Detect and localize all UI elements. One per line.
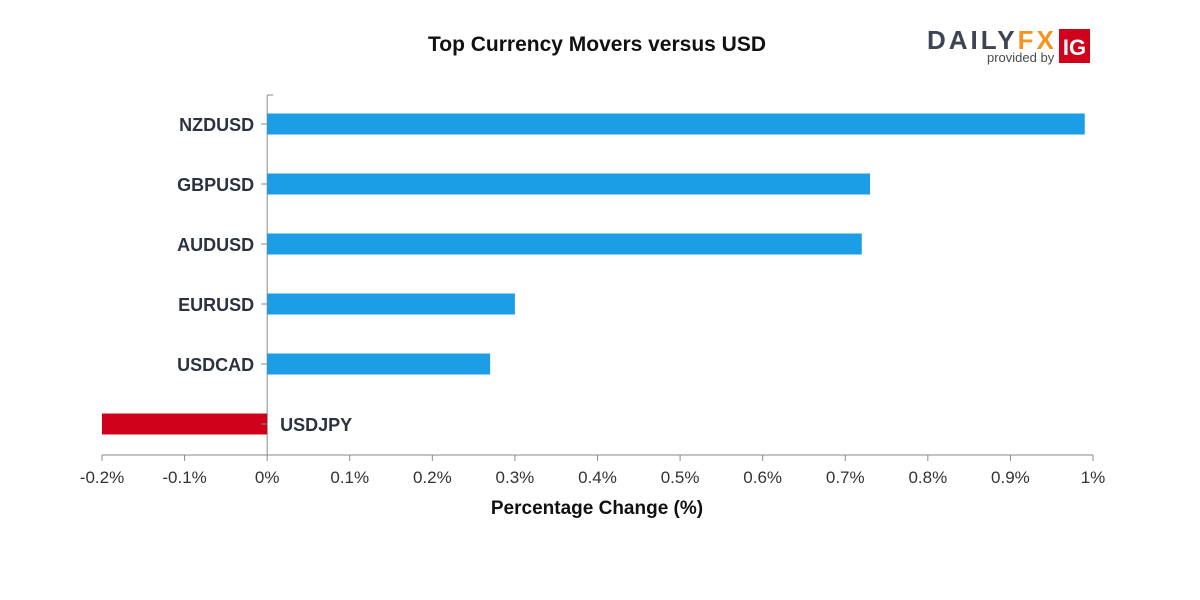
category-label: EURUSD [178, 295, 254, 315]
x-tick-label: -0.1% [162, 468, 206, 487]
x-tick-label: 0.5% [661, 468, 700, 487]
dailyfx-logo-daily: DAILY [927, 25, 1018, 55]
plot-area: -0.2% -0.1% 0% 0.1% 0.2% 0.3% 0.4% 0.5% 0.6% 0.7%… [80, 94, 1106, 487]
bar [267, 293, 515, 315]
bar [267, 233, 862, 255]
x-tick-label: 0.8% [908, 468, 947, 487]
category-label: USDJPY [280, 415, 352, 435]
bar [267, 113, 1085, 135]
x-tick-label: 0.6% [743, 468, 782, 487]
x-tick-label: -0.2% [80, 468, 124, 487]
logo-provided-by: provided by [987, 50, 1055, 65]
x-tick-label: 0.4% [578, 468, 617, 487]
x-tick-label: 0.9% [991, 468, 1030, 487]
category-label: AUDUSD [177, 235, 254, 255]
x-tick-label: 0.7% [826, 468, 865, 487]
bar [102, 413, 268, 435]
ig-logo-text: IG [1063, 35, 1086, 60]
x-tick-label: 0.1% [330, 468, 369, 487]
ig-logo-box [1059, 29, 1090, 63]
dailyfx-logo-fx: FX [1018, 25, 1057, 55]
dailyfx-logo-text: DAILYFX [927, 25, 1057, 55]
bar [267, 173, 871, 195]
bar [267, 353, 491, 375]
x-tick-label: 0.3% [496, 468, 535, 487]
x-tick-label: 1% [1081, 468, 1106, 487]
x-axis-title: Percentage Change (%) [491, 498, 703, 519]
category-label: GBPUSD [177, 175, 254, 195]
x-tick-label: 0.2% [413, 468, 452, 487]
dailyfx-logo: DAILYFX provided by IG [927, 25, 1090, 65]
chart-title: Top Currency Movers versus USD [428, 33, 766, 56]
category-label: USDCAD [177, 355, 254, 375]
x-tick-label: 0% [255, 468, 280, 487]
category-label: NZDUSD [179, 115, 254, 135]
